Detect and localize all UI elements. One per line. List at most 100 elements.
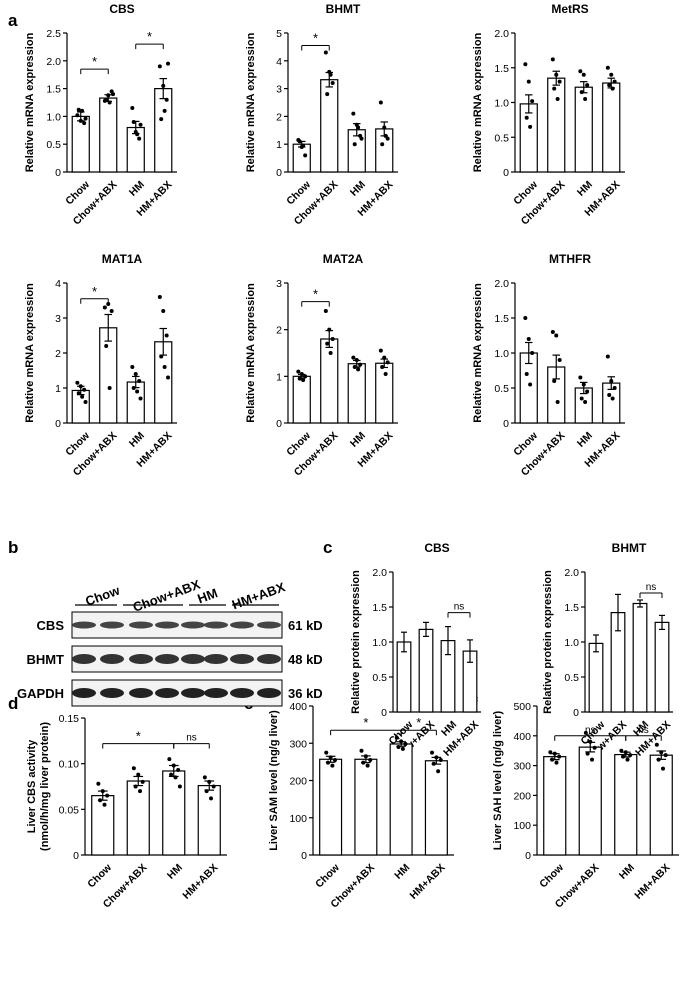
bar-2 [389, 743, 413, 856]
y-axis-label-line: Relative mRNA expression [472, 283, 484, 423]
data-point [555, 97, 560, 102]
y-tick-label: 1.0 [494, 348, 509, 360]
x-tick-label: Chow [537, 861, 566, 890]
data-point [659, 750, 664, 755]
data-point [610, 396, 615, 401]
y-tick-label: 3 [276, 278, 282, 290]
data-point [138, 396, 143, 401]
y-tick-label: 0 [276, 418, 282, 430]
sig-label: * [416, 715, 421, 730]
sig-label: * [136, 729, 141, 744]
y-tick-label: 2 [55, 348, 61, 360]
y-tick-label: 0 [55, 167, 61, 179]
x-tick-label: Chow [85, 861, 114, 890]
bar-1 [418, 628, 434, 713]
x-tick-label: HM [392, 862, 412, 882]
data-point [157, 64, 162, 69]
y-axis-label: Relative mRNA expression [24, 32, 36, 172]
data-point [76, 107, 81, 112]
y-axis-label-line: Relative protein expression [542, 570, 554, 714]
y-axis-label-line: Relative mRNA expression [24, 32, 36, 172]
y-tick-label: 1 [55, 383, 61, 395]
x-tick-label: HM+ABX [408, 862, 448, 902]
blot-protein-label: GAPDH [17, 686, 64, 701]
data-point [383, 133, 388, 138]
y-tick-label: 0.10 [59, 759, 80, 771]
y-tick-label: 200 [513, 790, 531, 802]
data-point [162, 108, 167, 113]
y-tick-label: 5 [276, 28, 282, 40]
data-point [400, 746, 405, 751]
data-point [161, 83, 166, 88]
y-tick-label: 1.0 [564, 637, 579, 649]
chart-title: MAT2A [323, 252, 364, 266]
sig-label: ns [454, 602, 465, 613]
x-tick-label: HM [348, 179, 368, 199]
data-point [83, 400, 88, 404]
chart-title: CBS [109, 2, 134, 16]
data-point [75, 113, 80, 118]
data-point [359, 748, 364, 753]
data-point [368, 758, 373, 763]
bar-1 [99, 97, 118, 173]
data-point [526, 337, 531, 341]
y-axis-label: Liver SAH level (ng/g liver) [492, 710, 504, 850]
y-tick-label: 2 [276, 111, 282, 123]
bar-3 [197, 784, 221, 856]
data-point [80, 108, 85, 113]
data-point [323, 309, 328, 313]
bar-2 [614, 753, 638, 856]
data-point [159, 354, 164, 359]
data-point [131, 766, 136, 771]
data-point [528, 124, 533, 129]
sig-label: ns [638, 725, 649, 736]
data-point [171, 763, 176, 768]
y-tick-label: 100 [289, 813, 307, 825]
data-point [80, 394, 85, 399]
sig-label: ns [646, 582, 657, 593]
bar-3 [154, 87, 173, 173]
y-axis-label-line: Relative mRNA expression [245, 283, 257, 423]
data-point [583, 730, 588, 735]
bar-1 [126, 780, 150, 856]
data-point [157, 295, 162, 299]
y-axis-label-line: Liver SAM level (ng/g liver) [268, 710, 280, 851]
y-axis-label: Relative mRNA expression [472, 32, 484, 172]
blot-band [100, 688, 124, 698]
data-point [111, 92, 116, 97]
data-point [385, 360, 390, 365]
y-tick-label: 0.15 [59, 713, 80, 725]
data-point [528, 382, 533, 387]
panel-label-d: d [8, 694, 18, 713]
data-point [621, 754, 626, 759]
data-point [328, 72, 333, 77]
blot-band [129, 654, 153, 664]
data-point [164, 97, 169, 102]
bar-3 [375, 362, 394, 424]
data-point [581, 72, 586, 77]
data-point [612, 79, 617, 84]
bar-1 [320, 79, 339, 173]
data-point [301, 143, 306, 148]
data-point [557, 79, 562, 84]
data-point [104, 344, 109, 348]
y-tick-label: 300 [289, 738, 307, 750]
data-point [592, 745, 597, 750]
data-point [330, 337, 335, 341]
data-point [555, 400, 560, 404]
data-point [382, 355, 387, 360]
data-point [135, 389, 140, 394]
y-tick-label: 0 [573, 707, 579, 719]
data-point [588, 739, 593, 744]
blot-protein-label: BHMT [26, 652, 64, 667]
y-tick-label: 2.0 [372, 567, 387, 579]
y-tick-label: 0 [503, 167, 509, 179]
data-point [383, 372, 388, 376]
x-tick-label: HM [575, 430, 595, 450]
data-point [82, 121, 87, 126]
blot-band [100, 654, 124, 664]
data-point [609, 72, 614, 77]
sig-label: * [363, 715, 368, 730]
